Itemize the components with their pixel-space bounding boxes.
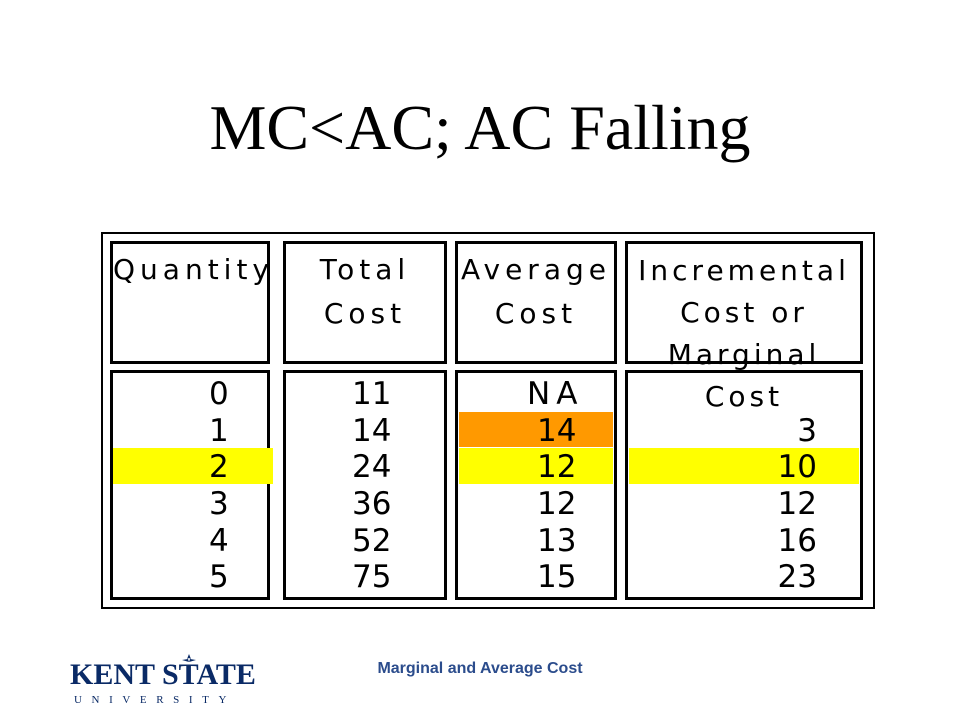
header-average-cost-line1: Average [461, 253, 611, 286]
header-total-cost-line1: Total [319, 253, 411, 286]
total-cost-cell: 24 [352, 449, 392, 485]
header-quantity: Quantity [110, 241, 270, 364]
quantity-column [110, 370, 270, 600]
average-cost-cell: 15 [537, 559, 577, 595]
average-cost-cell: 12 [537, 449, 577, 485]
marginal-cost-cell: 12 [777, 486, 817, 522]
quantity-cell: 5 [209, 559, 229, 595]
marginal-cost-cell [629, 375, 817, 411]
marginal-cost-highlight-row2 [629, 448, 859, 484]
kent-state-logo: KENT STATE UNIVERSITY [70, 654, 256, 710]
header-total-cost-line2: Cost [323, 297, 407, 330]
marginal-cost-cell: 23 [777, 559, 817, 595]
average-cost-highlight-row2 [459, 448, 613, 484]
marginal-cost-cell: 10 [777, 449, 817, 485]
header-average-cost: Average Cost [455, 241, 617, 364]
marginal-cost-column [625, 370, 863, 600]
total-cost-column [283, 370, 447, 600]
average-cost-cell: 14 [537, 413, 577, 449]
header-total-cost: Total Cost [283, 241, 447, 364]
header-marginal-cost-line3: Marginal Cost [667, 338, 821, 413]
average-cost-cell: NA [527, 376, 584, 412]
logo-subtitle: UNIVERSITY [74, 694, 236, 706]
quantity-cell: 1 [209, 413, 229, 449]
marginal-cost-cell: 3 [797, 413, 817, 449]
average-cost-column [455, 370, 617, 600]
logo-wordmark: KENT STATE [70, 658, 256, 691]
slide-title: MC<AC; AC Falling [209, 92, 751, 163]
header-quantity-text: Quantity [113, 253, 274, 286]
footer-caption: Marginal and Average Cost [377, 660, 583, 677]
total-cost-cell: 14 [352, 413, 392, 449]
header-marginal-cost: Incremental Cost or Marginal Cost [625, 241, 863, 413]
total-cost-cell: 36 [352, 486, 392, 522]
total-cost-cell: 11 [352, 376, 392, 412]
quantity-cell: 2 [209, 449, 229, 485]
header-marginal-cost-line2: Cost or [680, 296, 808, 329]
average-cost-cell: 13 [537, 523, 577, 559]
header-average-cost-line2: Cost [494, 297, 578, 330]
quantity-highlight-row2 [113, 448, 273, 484]
marginal-cost-cell: 16 [777, 523, 817, 559]
logo-star-icon [182, 654, 196, 662]
average-cost-cell: 12 [537, 486, 577, 522]
cost-table: Quantity Total Cost Average Cost Increme… [101, 232, 875, 609]
average-cost-highlight-row1 [459, 412, 613, 447]
total-cost-cell: 52 [352, 523, 392, 559]
quantity-cell: 4 [209, 523, 229, 559]
quantity-cell: 0 [209, 376, 229, 412]
header-marginal-cost-line1: Incremental [638, 254, 850, 287]
total-cost-cell: 75 [352, 559, 392, 595]
quantity-cell: 3 [209, 486, 229, 522]
